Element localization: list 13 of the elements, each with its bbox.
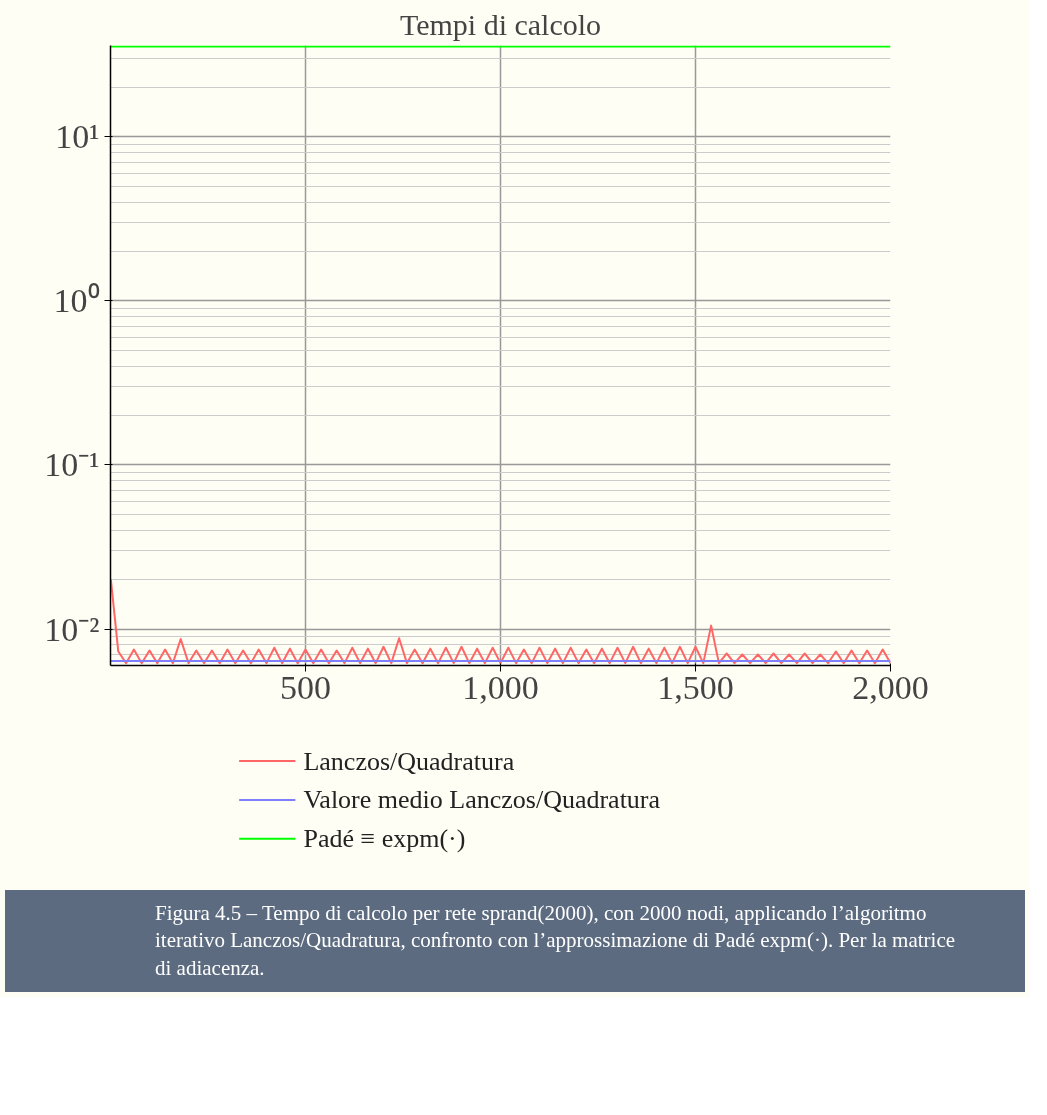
legend-label: Valore medio Lanczos/Quadratura [303,785,661,815]
x-tick-label: 2,000 [852,668,929,706]
legend-label: Padé ≡ expm(·) [303,824,466,854]
x-tick-label: 1,500 [657,668,734,706]
y-tick-label: 10⁻² [44,610,100,648]
y-tick-label: 10¹ [55,118,100,156]
x-tick-label: 500 [280,668,331,706]
chart-title: Tempi di calcolo [399,7,602,41]
legend-label: Lanczos/Quadratura [303,746,515,776]
y-tick-label: 10⁻¹ [44,446,100,484]
x-tick-label: 1,000 [462,668,539,706]
y-tick-label: 10⁰ [53,282,100,320]
text: Figura 4.5 – Tempo di calcolo per rete sprand(2000), con 2000 nodi, applicando l’algoritmo iterativo Lanczos/Quadratura, confronto con l’approssimazione di Padé expm(·). Per la matrice di adiacenza. [155,900,957,982]
